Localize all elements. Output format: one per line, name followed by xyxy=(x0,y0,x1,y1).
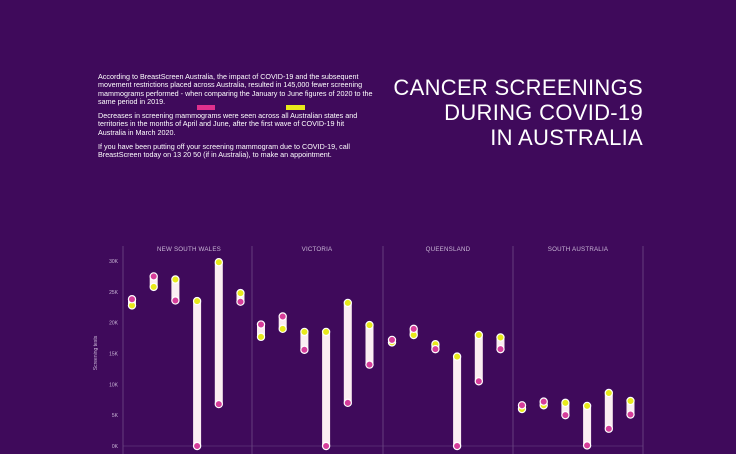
dot-2019 xyxy=(365,320,374,330)
range-bar xyxy=(171,279,180,301)
title-line-2: DURING COVID-19 xyxy=(444,100,643,125)
dot-2019 xyxy=(626,396,635,406)
dot-2020 xyxy=(561,410,570,420)
dot-2020 xyxy=(474,377,483,386)
dot-2019 xyxy=(300,327,309,337)
dot-2020 xyxy=(278,312,287,321)
page-title: CANCER SCREENINGS DURING COVID-19 IN AUS… xyxy=(393,75,643,150)
intro-paragraph-1: According to BreastScreen Australia, the… xyxy=(98,72,373,106)
y-tick-label: 30K xyxy=(109,259,119,265)
panel-title: SOUTH AUSTRALIA xyxy=(548,246,609,253)
dot-2019 xyxy=(582,401,592,411)
range-bar xyxy=(365,325,374,365)
range-bar xyxy=(300,331,309,350)
dot-2020 xyxy=(582,441,592,450)
y-axis-label: Screening tests xyxy=(93,335,99,370)
dot-2020 xyxy=(431,344,440,354)
dot-2020 xyxy=(626,410,635,419)
range-bar xyxy=(474,335,483,382)
intro-text: According to BreastScreen Australia, the… xyxy=(98,72,373,166)
panel-title: VICTORIA xyxy=(302,246,333,253)
dot-2020 xyxy=(256,320,266,329)
range-bar xyxy=(214,262,223,405)
legend-swatch-2020 xyxy=(197,105,215,110)
dot-2020 xyxy=(365,360,374,369)
dot-2020 xyxy=(517,401,527,410)
dot-2020 xyxy=(236,297,245,306)
y-tick-label: 20K xyxy=(109,321,119,327)
dot-2020 xyxy=(192,441,202,451)
y-tick-label: 0K xyxy=(112,444,119,450)
dot-2020 xyxy=(604,424,614,433)
panel-new-south-wales: NEW SOUTH WALES xyxy=(127,246,245,451)
legend-swatch-2019 xyxy=(286,105,305,110)
dot-2019 xyxy=(604,388,614,398)
range-bar xyxy=(583,405,592,446)
dot-2020 xyxy=(127,295,137,304)
dot-2019 xyxy=(171,275,180,284)
dot-2020 xyxy=(539,397,548,406)
dot-2019 xyxy=(561,398,570,408)
range-bar xyxy=(453,356,462,446)
dot-2020 xyxy=(300,345,309,354)
panel-victoria: VICTORIA xyxy=(256,246,374,451)
y-tick-label: 10K xyxy=(109,382,119,388)
dot-2019 xyxy=(256,332,266,342)
y-tick-label: 15K xyxy=(109,352,119,358)
range-bar xyxy=(193,301,202,446)
panel-title: NEW SOUTH WALES xyxy=(157,246,221,253)
range-bar xyxy=(604,392,613,429)
y-tick-label: 25K xyxy=(109,290,119,296)
dot-2020 xyxy=(496,344,505,354)
range-bar xyxy=(343,302,352,403)
y-tick-label: 5K xyxy=(112,413,119,419)
dot-2019 xyxy=(278,324,287,334)
panel-south-australia: SOUTH AUSTRALIA xyxy=(517,246,635,450)
title-line-1: CANCER SCREENINGS xyxy=(393,75,643,100)
dot-2019 xyxy=(236,288,245,298)
intro-paragraph-2: Decreases in screening mammograms were s… xyxy=(98,111,358,137)
dot-2020 xyxy=(343,398,352,408)
panel-title: QUEENSLAND xyxy=(426,246,471,253)
dot-2019 xyxy=(321,327,331,337)
y-axis-label-group: Screening tests xyxy=(93,335,99,370)
dot-2019 xyxy=(192,296,202,306)
dot-2019 xyxy=(214,258,223,267)
dot-2019 xyxy=(343,298,352,308)
dot-2020 xyxy=(321,441,331,451)
range-bar xyxy=(322,331,331,446)
dot-2020 xyxy=(409,324,418,334)
dot-2020 xyxy=(387,335,397,345)
dot-2019 xyxy=(496,333,505,342)
dot-2019 xyxy=(452,352,462,361)
dot-2019 xyxy=(474,330,483,340)
dot-2020 xyxy=(214,399,223,409)
intro-paragraph-3: If you have been putting off your screen… xyxy=(98,142,350,160)
dot-2019 xyxy=(149,282,158,292)
dot-2020 xyxy=(171,296,180,305)
dot-2020 xyxy=(149,272,158,281)
panel-queensland: QUEENSLAND xyxy=(387,246,505,451)
dot-2020 xyxy=(452,441,462,451)
title-line-3: IN AUSTRALIA xyxy=(490,125,643,150)
